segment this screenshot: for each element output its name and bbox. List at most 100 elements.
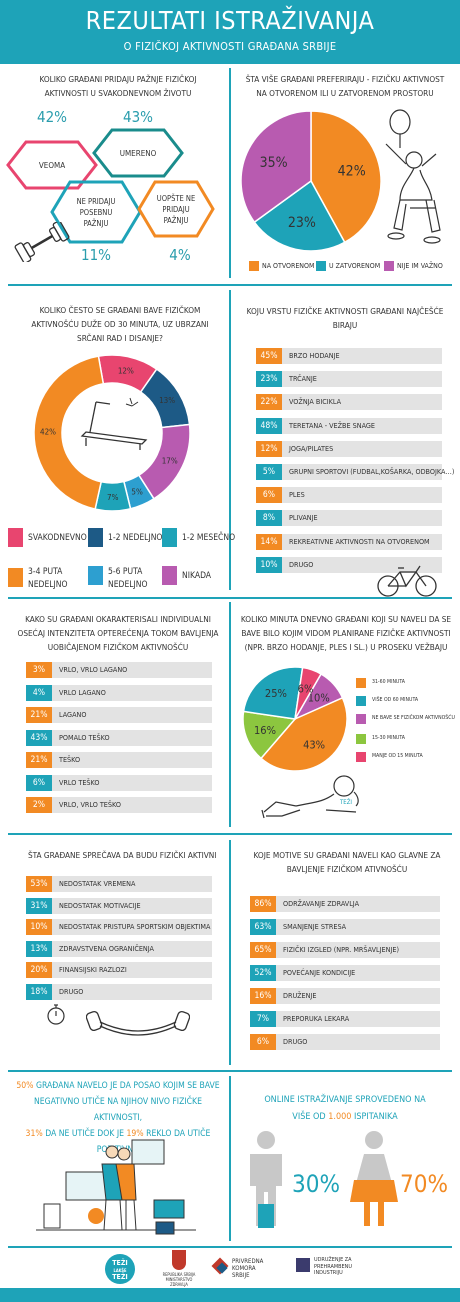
page-title: REZULTATI ISTRAŽIVANJA [85,6,375,35]
q2-title: ŠTA VIŠE GRAĐANI PREFERIRAJU - FIZIČKU A… [245,74,445,98]
dumbbell-icon [14,222,70,262]
q5-value-1: 4% [26,684,52,701]
q5-label-3: POMALO TEŠKO [59,732,110,742]
q4-value-6: 6% [256,487,282,504]
male-pct: 30% [292,1170,340,1198]
q6-label-1: 25% [265,687,287,700]
page-subtitle: O FIZIČKOJ AKTIVNOSTI GRAĐANA SRBIJE [123,40,337,53]
row-background [250,965,440,981]
row-background [26,684,212,701]
survey-line1: ONLINE ISTRAŽIVANJE SPROVEDENO NA [264,1095,426,1105]
row-background [256,440,442,457]
stopwatch-icon [47,1004,65,1025]
q6-legend-label: VIŠE OD 60 MINUTA [372,697,419,703]
q1-value-ne-pridaju: 11% [81,246,111,264]
q7-label-2: NEDOSTATAK PRISTUPA SPORTSKIM OBJEKTIMA [59,922,211,931]
q1-hex-uopste [137,180,215,238]
q5-label-6: VRLO, VRLO TEŠKO [59,800,121,809]
q2-label-2: 35% [260,155,288,171]
row-background [256,371,442,388]
pks-line3: SRBIJE [232,1272,250,1279]
q8-value-6: 6% [250,1034,276,1050]
gender-split: 30% 70% [250,1131,448,1228]
legend-swatch [316,261,326,271]
q1-label-ne-pridaju-3: PAŽNJU [84,219,109,228]
q8-value-5: 7% [250,1011,276,1027]
q4-value-3: 48% [256,417,282,434]
divider [229,1076,231,1241]
q3-label-0: 12% [118,366,134,375]
q4-row-9: 10% DRUGO [256,556,442,573]
q6-legend-label: MANJE OD 15 MINUTA [372,753,423,759]
tezi-line3: TEŽI [112,1273,128,1281]
q6-legend-label: NE BAVE SE FIZIČKOM AKTIVNOŠĆU [372,715,455,721]
q3-donut-chart: 12% 13% 17% 5% 7% 42% [33,354,191,512]
q1-label-uopste-2: PRIDAJU [162,205,189,214]
q8-row-6: 6% DRUGO [250,1034,440,1050]
q8-label-5: PREPORUKA LEKARA [283,1014,350,1023]
udruzenje-logo-text: UDRUŽENJE ZA PREHRAMBENU INDUSTRIJU [314,1257,352,1277]
q8-row-5: 7% PREPORUKA LEKARA [250,1011,440,1027]
q6-legend-swatch [356,734,366,744]
q4-label-8: REKREATIVNE AKTIVNOSTI NA OTVORENOM [289,536,430,546]
q4-row-6: 6% PLES [256,487,442,504]
q1-label-umereno: UMERENO [120,149,157,158]
q1-label-uopste-1: UOPŠTE NE [157,194,195,203]
header-banner: REZULTATI ISTRAŽIVANJA O FIZIČKOJ AKTIVN… [0,0,460,64]
q5-row-1: 4% VRLO LAGANO [26,684,212,701]
row-background [26,919,212,935]
ministry-line2: MINISTARSTVO ZDRAVLJA [165,1277,193,1287]
pct-negative: 50% [16,1081,34,1091]
q6-label-4: 6% [298,683,314,696]
q7-value-4: 20% [26,962,52,978]
row-background [26,940,212,957]
row-background [26,774,212,791]
q5-row-0: 3% VRLO, VRLO LAGANO [26,662,212,678]
row-background [26,662,212,678]
q5-row-6: 2% VRLO, VRLO TEŠKO [26,797,212,813]
q6-pie-chart: 10% 43% 16% 25% 6% [242,666,348,772]
q5-row-5: 6% VRLO TEŠKO [26,774,212,791]
q4-label-5: GRUPNI SPORTOVI (FUDBAL,KOŠARKA, ODBOJKA… [289,467,455,476]
q4-value-0: 45% [256,348,282,364]
legend-swatch [8,528,23,547]
female-icon [350,1131,398,1226]
q4-label-1: TRČANJE [289,374,317,384]
q2-legend-otvoreno: NA OTVORENOM [262,262,315,270]
row-background [250,919,440,935]
q5-row-3: 43% POMALO TEŠKO [26,729,212,746]
pks-line2: KOMORA [232,1265,256,1272]
q5-label-2: LAGANO [59,710,87,719]
q8-value-2: 65% [250,942,276,958]
q4-label-2: VOŽNJA BICIKLA [289,397,342,407]
q7-value-1: 31% [26,897,52,914]
q3-legend-3-4-nedeljno: NEDELJNO [28,580,68,590]
row-background [26,707,212,723]
row-background [26,876,212,892]
tezi-logo-text: TEŽI LAKŠE TEŽI [105,1260,135,1281]
q4-title: KOJU VRSTU FIZIČKE AKTIVNOSTI GRAĐANI NA… [246,306,444,330]
q6-slice-1 [242,666,304,720]
svg-text:TEŽI: TEŽI [339,798,352,806]
q6-legend-label: 31-60 MINUTA [372,679,405,685]
female-pct: 70% [400,1170,448,1198]
q2-legend-nije-vazno: NIJE IM VAŽNO [397,262,443,270]
survey-line2-post: ISPITANIKA [351,1112,398,1122]
q8-value-1: 63% [250,919,276,935]
q1-label-ne-pridaju-1: NE PRIDAJU [77,197,116,206]
row-background [250,942,440,958]
q3-legend-1-2-nedeljno: 1-2 NEDELJNO [108,533,163,543]
row-background [250,1011,440,1027]
q7-row-4: 20% FINANSIJSKI RAZLOZI [26,962,212,978]
q8-value-4: 16% [250,988,276,1004]
q3-label-5: 17% [162,456,178,465]
row-background [26,983,212,1000]
q7-value-5: 18% [26,983,52,1000]
q3-legend-nikada: NIKADA [182,571,212,581]
q7-value-3: 13% [26,940,52,957]
divider [229,290,231,590]
udruzenje-line3: INDUSTRIJU [314,1270,343,1276]
survey-info: ONLINE ISTRAŽIVANJE SPROVEDENO NA VIŠE O… [234,1092,456,1126]
q7-value-2: 10% [26,919,52,935]
legend-swatch [384,261,394,271]
